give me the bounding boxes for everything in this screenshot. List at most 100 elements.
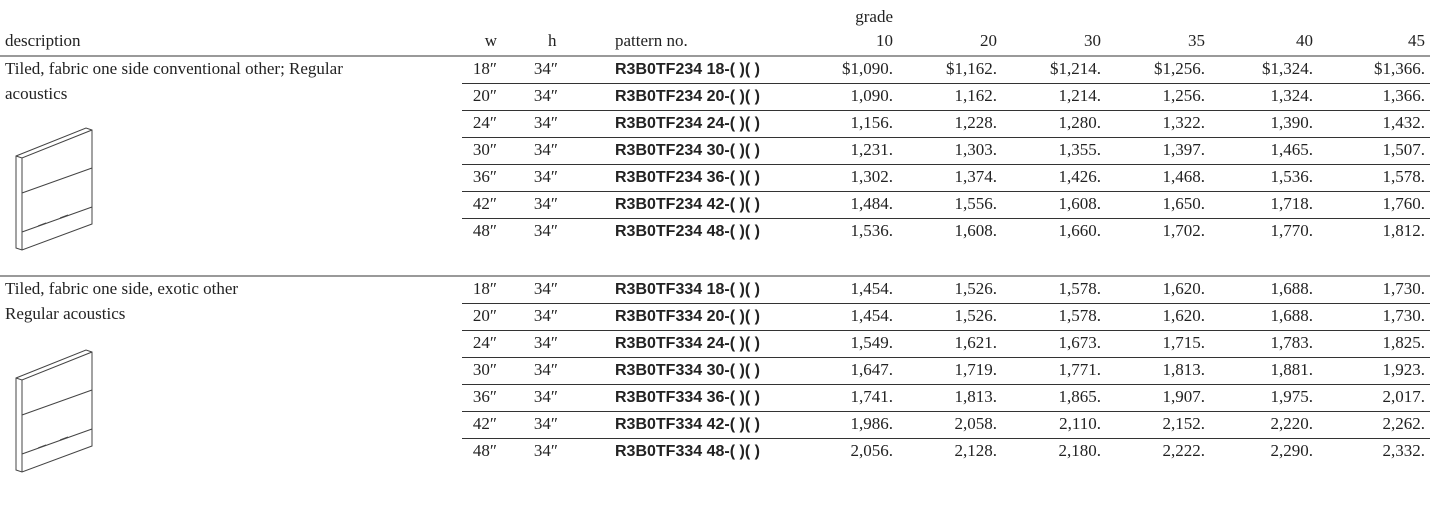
width: 30″ <box>473 140 497 159</box>
price: 1,813. <box>955 387 998 406</box>
width: 30″ <box>473 360 497 379</box>
price: 1,280. <box>1059 113 1102 132</box>
price: 1,608. <box>955 221 998 240</box>
price: 1,718. <box>1271 194 1314 213</box>
price: 1,214. <box>1059 86 1102 105</box>
height: 34″ <box>534 194 558 213</box>
header-description: description <box>5 31 81 50</box>
price: 1,231. <box>851 140 894 159</box>
price: 1,647. <box>851 360 894 379</box>
price: 1,923. <box>1383 360 1426 379</box>
price: $1,214. <box>1050 59 1101 78</box>
pattern-no: R3B0TF334 20-( )( ) <box>615 308 760 325</box>
price: 1,813. <box>1163 360 1206 379</box>
pattern-no: R3B0TF234 36-( )( ) <box>615 169 760 186</box>
header-grade-col: 10 <box>876 31 893 50</box>
pattern-no: R3B0TF334 42-( )( ) <box>615 416 760 433</box>
description: Tiled, fabric one side, exotic other <box>5 279 238 298</box>
price: 1,621. <box>955 333 998 352</box>
price: 1,760. <box>1383 194 1426 213</box>
price: 2,017. <box>1383 387 1426 406</box>
price: 1,390. <box>1271 113 1314 132</box>
price: 1,986. <box>851 414 894 433</box>
width: 24″ <box>473 333 497 352</box>
price: 1,719. <box>955 360 998 379</box>
price: 1,730. <box>1383 279 1426 298</box>
pattern-no: R3B0TF234 24-( )( ) <box>615 115 760 132</box>
price: 1,536. <box>851 221 894 240</box>
width: 48″ <box>473 221 497 240</box>
price: 1,783. <box>1271 333 1314 352</box>
description: Tiled, fabric one side conventional othe… <box>5 59 343 78</box>
width: 20″ <box>473 306 497 325</box>
panel-icon <box>15 349 93 473</box>
price: 1,484. <box>851 194 894 213</box>
width: 20″ <box>473 86 497 105</box>
header-grade-col: 20 <box>980 31 997 50</box>
width: 42″ <box>473 194 497 213</box>
height: 34″ <box>534 86 558 105</box>
price: 1,865. <box>1059 387 1102 406</box>
header-grade-col: 45 <box>1408 31 1425 50</box>
price: 1,426. <box>1059 167 1102 186</box>
width: 36″ <box>473 387 497 406</box>
price: 1,660. <box>1059 221 1102 240</box>
height: 34″ <box>534 221 558 240</box>
price: 1,156. <box>851 113 894 132</box>
price: $1,256. <box>1154 59 1205 78</box>
price: 2,290. <box>1271 441 1314 460</box>
price: $1,366. <box>1374 59 1425 78</box>
height: 34″ <box>534 387 558 406</box>
price: 2,220. <box>1271 414 1314 433</box>
price: 1,507. <box>1383 140 1426 159</box>
header-h: h <box>548 31 557 50</box>
price: 1,397. <box>1163 140 1206 159</box>
price: 1,608. <box>1059 194 1102 213</box>
price: 1,620. <box>1163 306 1206 325</box>
price: 2,222. <box>1163 441 1206 460</box>
pattern-no: R3B0TF334 36-( )( ) <box>615 389 760 406</box>
price: 1,688. <box>1271 306 1314 325</box>
header-grade-col: 35 <box>1188 31 1205 50</box>
header-w: w <box>485 31 498 50</box>
price: 1,432. <box>1383 113 1426 132</box>
price: 1,256. <box>1163 86 1206 105</box>
price: 1,730. <box>1383 306 1426 325</box>
price: 1,468. <box>1163 167 1206 186</box>
height: 34″ <box>534 140 558 159</box>
price: 1,302. <box>851 167 894 186</box>
pattern-no: R3B0TF334 48-( )( ) <box>615 443 760 460</box>
height: 34″ <box>534 279 558 298</box>
price: 1,812. <box>1383 221 1426 240</box>
pattern-no: R3B0TF334 24-( )( ) <box>615 335 760 352</box>
header-pattern: pattern no. <box>615 31 688 50</box>
height: 34″ <box>534 414 558 433</box>
price: $1,090. <box>842 59 893 78</box>
header-grade: grade <box>855 7 893 26</box>
pattern-no: R3B0TF334 18-( )( ) <box>615 281 760 298</box>
price: $1,324. <box>1262 59 1313 78</box>
price: 1,454. <box>851 279 894 298</box>
price: 1,465. <box>1271 140 1314 159</box>
width: 36″ <box>473 167 497 186</box>
price: 1,715. <box>1163 333 1206 352</box>
price: 2,332. <box>1383 441 1426 460</box>
price: 1,907. <box>1163 387 1206 406</box>
price: 1,702. <box>1163 221 1206 240</box>
header-grade-col: 30 <box>1084 31 1101 50</box>
price: 1,366. <box>1383 86 1426 105</box>
price: 2,128. <box>955 441 998 460</box>
height: 34″ <box>534 113 558 132</box>
price: 1,975. <box>1271 387 1314 406</box>
price: 2,058. <box>955 414 998 433</box>
price: 1,620. <box>1163 279 1206 298</box>
price: 2,180. <box>1059 441 1102 460</box>
price: 1,526. <box>955 306 998 325</box>
width: 18″ <box>473 279 497 298</box>
price: 1,741. <box>851 387 894 406</box>
pattern-no: R3B0TF234 30-( )( ) <box>615 142 760 159</box>
pattern-no: R3B0TF234 42-( )( ) <box>615 196 760 213</box>
price: 1,578. <box>1059 279 1102 298</box>
pattern-no: R3B0TF234 18-( )( ) <box>615 61 760 78</box>
price: 1,454. <box>851 306 894 325</box>
